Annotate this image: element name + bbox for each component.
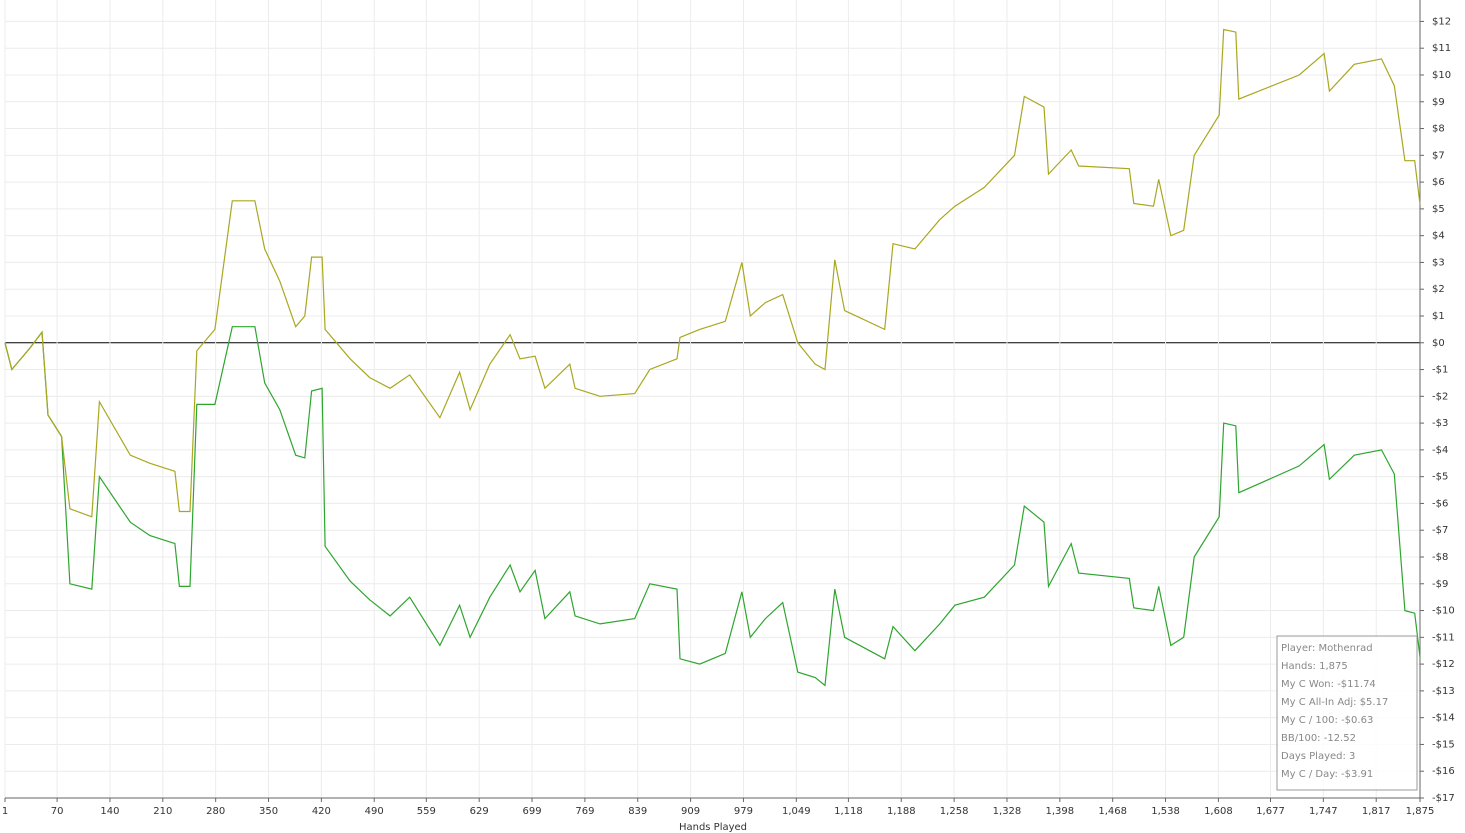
y-tick-label: -$14 <box>1432 713 1455 724</box>
x-tick-label: 699 <box>522 806 541 817</box>
y-tick-label: -$17 <box>1432 793 1455 804</box>
y-tick-label: -$7 <box>1432 525 1448 536</box>
x-tick-label: 629 <box>470 806 489 817</box>
y-tick-label: -$6 <box>1432 498 1448 509</box>
series-line <box>4 326 1421 687</box>
x-tick-label: 1,817 <box>1362 806 1391 817</box>
x-tick-label: 1,538 <box>1151 806 1180 817</box>
y-tick-label: $0 <box>1432 338 1445 349</box>
info-text: Hands: 1,875 <box>1281 661 1348 672</box>
x-tick-label: 1,747 <box>1309 806 1338 817</box>
x-tick-label: 1,258 <box>940 806 969 817</box>
x-tick-label: 490 <box>365 806 384 817</box>
x-tick-label: 350 <box>259 806 278 817</box>
y-tick-label: -$11 <box>1432 632 1455 643</box>
x-tick-label: 1,188 <box>887 806 916 817</box>
info-text: Player: Mothenrad <box>1281 643 1373 654</box>
x-tick-label: 1,468 <box>1098 806 1127 817</box>
info-text: BB/100: -12.52 <box>1281 733 1356 744</box>
y-tick-label: -$10 <box>1432 606 1455 617</box>
info-text: My C All-In Adj: $5.17 <box>1281 697 1388 708</box>
info-text: My C / 100: -$0.63 <box>1281 715 1373 726</box>
y-tick-label: -$9 <box>1432 579 1448 590</box>
y-tick-label: $9 <box>1432 97 1445 108</box>
series-line <box>4 28 1421 518</box>
y-tick-label: -$3 <box>1432 418 1448 429</box>
info-text: My C Won: -$11.74 <box>1281 679 1376 690</box>
info-text: My C / Day: -$3.91 <box>1281 769 1373 780</box>
y-tick-label: $10 <box>1432 70 1451 81</box>
x-tick-label: 1,875 <box>1406 806 1435 817</box>
x-tick-label: 140 <box>100 806 119 817</box>
y-tick-label: -$4 <box>1432 445 1448 456</box>
y-tick-label: $4 <box>1432 231 1445 242</box>
x-tick-label: 839 <box>628 806 647 817</box>
info-box: Player: Mothenrad Hands: 1,875 My C Won: -… <box>1276 635 1418 791</box>
y-tick-label: -$13 <box>1432 686 1455 697</box>
x-tick-label: 1,677 <box>1256 806 1285 817</box>
x-tick-label: 1,398 <box>1046 806 1075 817</box>
x-tick-label: 979 <box>734 806 753 817</box>
x-tick-label: 769 <box>575 806 594 817</box>
y-tick-label: -$12 <box>1432 659 1455 670</box>
y-tick-label: $7 <box>1432 150 1445 161</box>
y-tick-label: -$2 <box>1432 391 1448 402</box>
y-tick-label: $12 <box>1432 16 1451 27</box>
y-tick-label: $3 <box>1432 257 1445 268</box>
x-tick-label: 70 <box>51 806 64 817</box>
y-tick-label: -$5 <box>1432 472 1448 483</box>
y-tick-label: $5 <box>1432 204 1445 215</box>
x-tick-label: 210 <box>153 806 172 817</box>
x-tick-label: 280 <box>206 806 225 817</box>
y-tick-label: $8 <box>1432 124 1445 135</box>
y-tick-label: -$1 <box>1432 365 1448 376</box>
x-tick-label: 420 <box>312 806 331 817</box>
x-tick-label: 1,049 <box>782 806 811 817</box>
y-tick-label: -$15 <box>1432 739 1455 750</box>
y-tick-label: -$8 <box>1432 552 1448 563</box>
y-tick-label: $11 <box>1432 43 1451 54</box>
y-tick-label: -$16 <box>1432 766 1455 777</box>
x-tick-label: 1,608 <box>1204 806 1233 817</box>
y-tick-label: $1 <box>1432 311 1445 322</box>
info-text: Days Played: 3 <box>1281 751 1355 762</box>
x-tick-label: 909 <box>681 806 700 817</box>
x-tick-label: 1 <box>2 806 8 817</box>
y-tick-label: $2 <box>1432 284 1445 295</box>
x-tick-label: 1,118 <box>834 806 863 817</box>
info-box-frame <box>1276 635 1418 791</box>
y-tick-label: $6 <box>1432 177 1445 188</box>
x-axis-label: Hands Played <box>679 822 747 833</box>
x-tick-label: 1,328 <box>993 806 1022 817</box>
x-tick-label: 559 <box>417 806 436 817</box>
